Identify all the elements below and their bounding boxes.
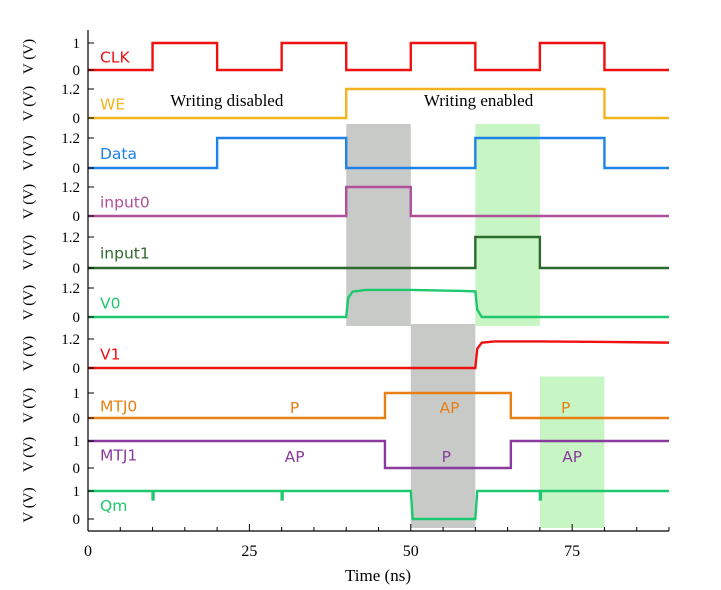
signal-traces: CLK WE Writing disabled Writing enabled Data…: [88, 41, 670, 521]
trace-v0: [88, 288, 669, 319]
y-tick-label: 0: [73, 63, 81, 79]
y-tick-label: 1.2: [61, 230, 80, 246]
y-axis-label: V (V): [21, 86, 37, 121]
y-tick-label: 0: [73, 161, 81, 177]
y-axis-label: V (V): [21, 39, 37, 74]
y-axis-label: V (V): [21, 388, 37, 423]
series-label-data: Data: [100, 145, 137, 163]
trace-input1: [88, 235, 669, 270]
y-tick-label: 0: [73, 261, 81, 277]
series-label-v1: V1: [100, 346, 120, 364]
y-tick-label: 1.2: [61, 180, 80, 196]
tick-labels: 0 1 V (V) 0 1.2 V (V) 0 1.2 V (V) 0 1.2 V (V) 0 1.2 V …: [21, 36, 580, 560]
y-tick-label: 1.2: [61, 332, 80, 348]
axes: [87, 30, 670, 532]
annotation: Writing disabled: [170, 91, 284, 110]
series-label-clk: CLK: [100, 49, 130, 67]
y-axis-label: V (V): [21, 285, 37, 320]
y-tick-label: 0: [73, 111, 81, 127]
annotation: AP: [562, 448, 582, 466]
trace-mtj0: [88, 391, 669, 420]
annotation: P: [290, 399, 299, 417]
y-tick-label: 1: [73, 434, 81, 450]
y-tick-label: 0: [73, 361, 81, 377]
shaded-region-green: [539, 376, 605, 528]
y-axis-label: V (V): [21, 135, 37, 170]
x-tick-label: 50: [403, 543, 419, 560]
trace-v1: [88, 340, 670, 370]
y-axis-label: V (V): [21, 487, 37, 522]
series-label-input1: input1: [100, 245, 150, 263]
trace-data: [88, 136, 669, 170]
y-tick-label: 0: [73, 310, 81, 326]
annotation: P: [442, 448, 451, 466]
shaded-regions: [346, 124, 605, 528]
shaded-region-gray: [410, 324, 476, 528]
trace-input0: [88, 185, 669, 218]
shaded-region-green: [475, 124, 540, 326]
series-label-mtj1: MTJ1: [100, 447, 137, 465]
series-label-qm: Qm: [100, 497, 127, 515]
series-label-mtj0: MTJ0: [100, 398, 137, 416]
series-label-v0: V0: [100, 295, 120, 313]
y-axis-label: V (V): [21, 235, 37, 270]
trace-clk: [88, 41, 669, 72]
annotation: Writing enabled: [424, 91, 534, 110]
trace-qm: [88, 489, 669, 521]
y-tick-label: 0: [73, 461, 81, 477]
y-axis-label: V (V): [21, 437, 37, 472]
annotation: AP: [285, 448, 305, 466]
annotation: P: [561, 399, 570, 417]
y-tick-label: 0: [73, 512, 81, 528]
y-axis-label: V (V): [21, 336, 37, 371]
series-label-input0: input0: [100, 194, 150, 212]
y-tick-label: 1.2: [61, 82, 80, 98]
y-tick-label: 1: [73, 484, 81, 500]
x-tick-label: 75: [564, 543, 580, 560]
y-tick-label: 1: [73, 386, 81, 402]
x-axis-label: Time (ns): [345, 566, 411, 585]
y-tick-label: 0: [73, 209, 81, 225]
y-tick-label: 1.2: [61, 281, 80, 297]
trace-mtj1: [88, 439, 669, 470]
y-tick-label: 1.2: [61, 131, 80, 147]
x-tick-label: 25: [241, 543, 257, 560]
y-tick-label: 1: [73, 36, 81, 52]
trace-we: [88, 87, 669, 120]
x-tick-label: 0: [84, 543, 92, 560]
y-tick-label: 0: [73, 411, 81, 427]
annotation: AP: [440, 399, 460, 417]
series-label-we: WE: [100, 96, 125, 114]
shaded-region-gray: [346, 124, 411, 326]
y-axis-label: V (V): [21, 184, 37, 219]
